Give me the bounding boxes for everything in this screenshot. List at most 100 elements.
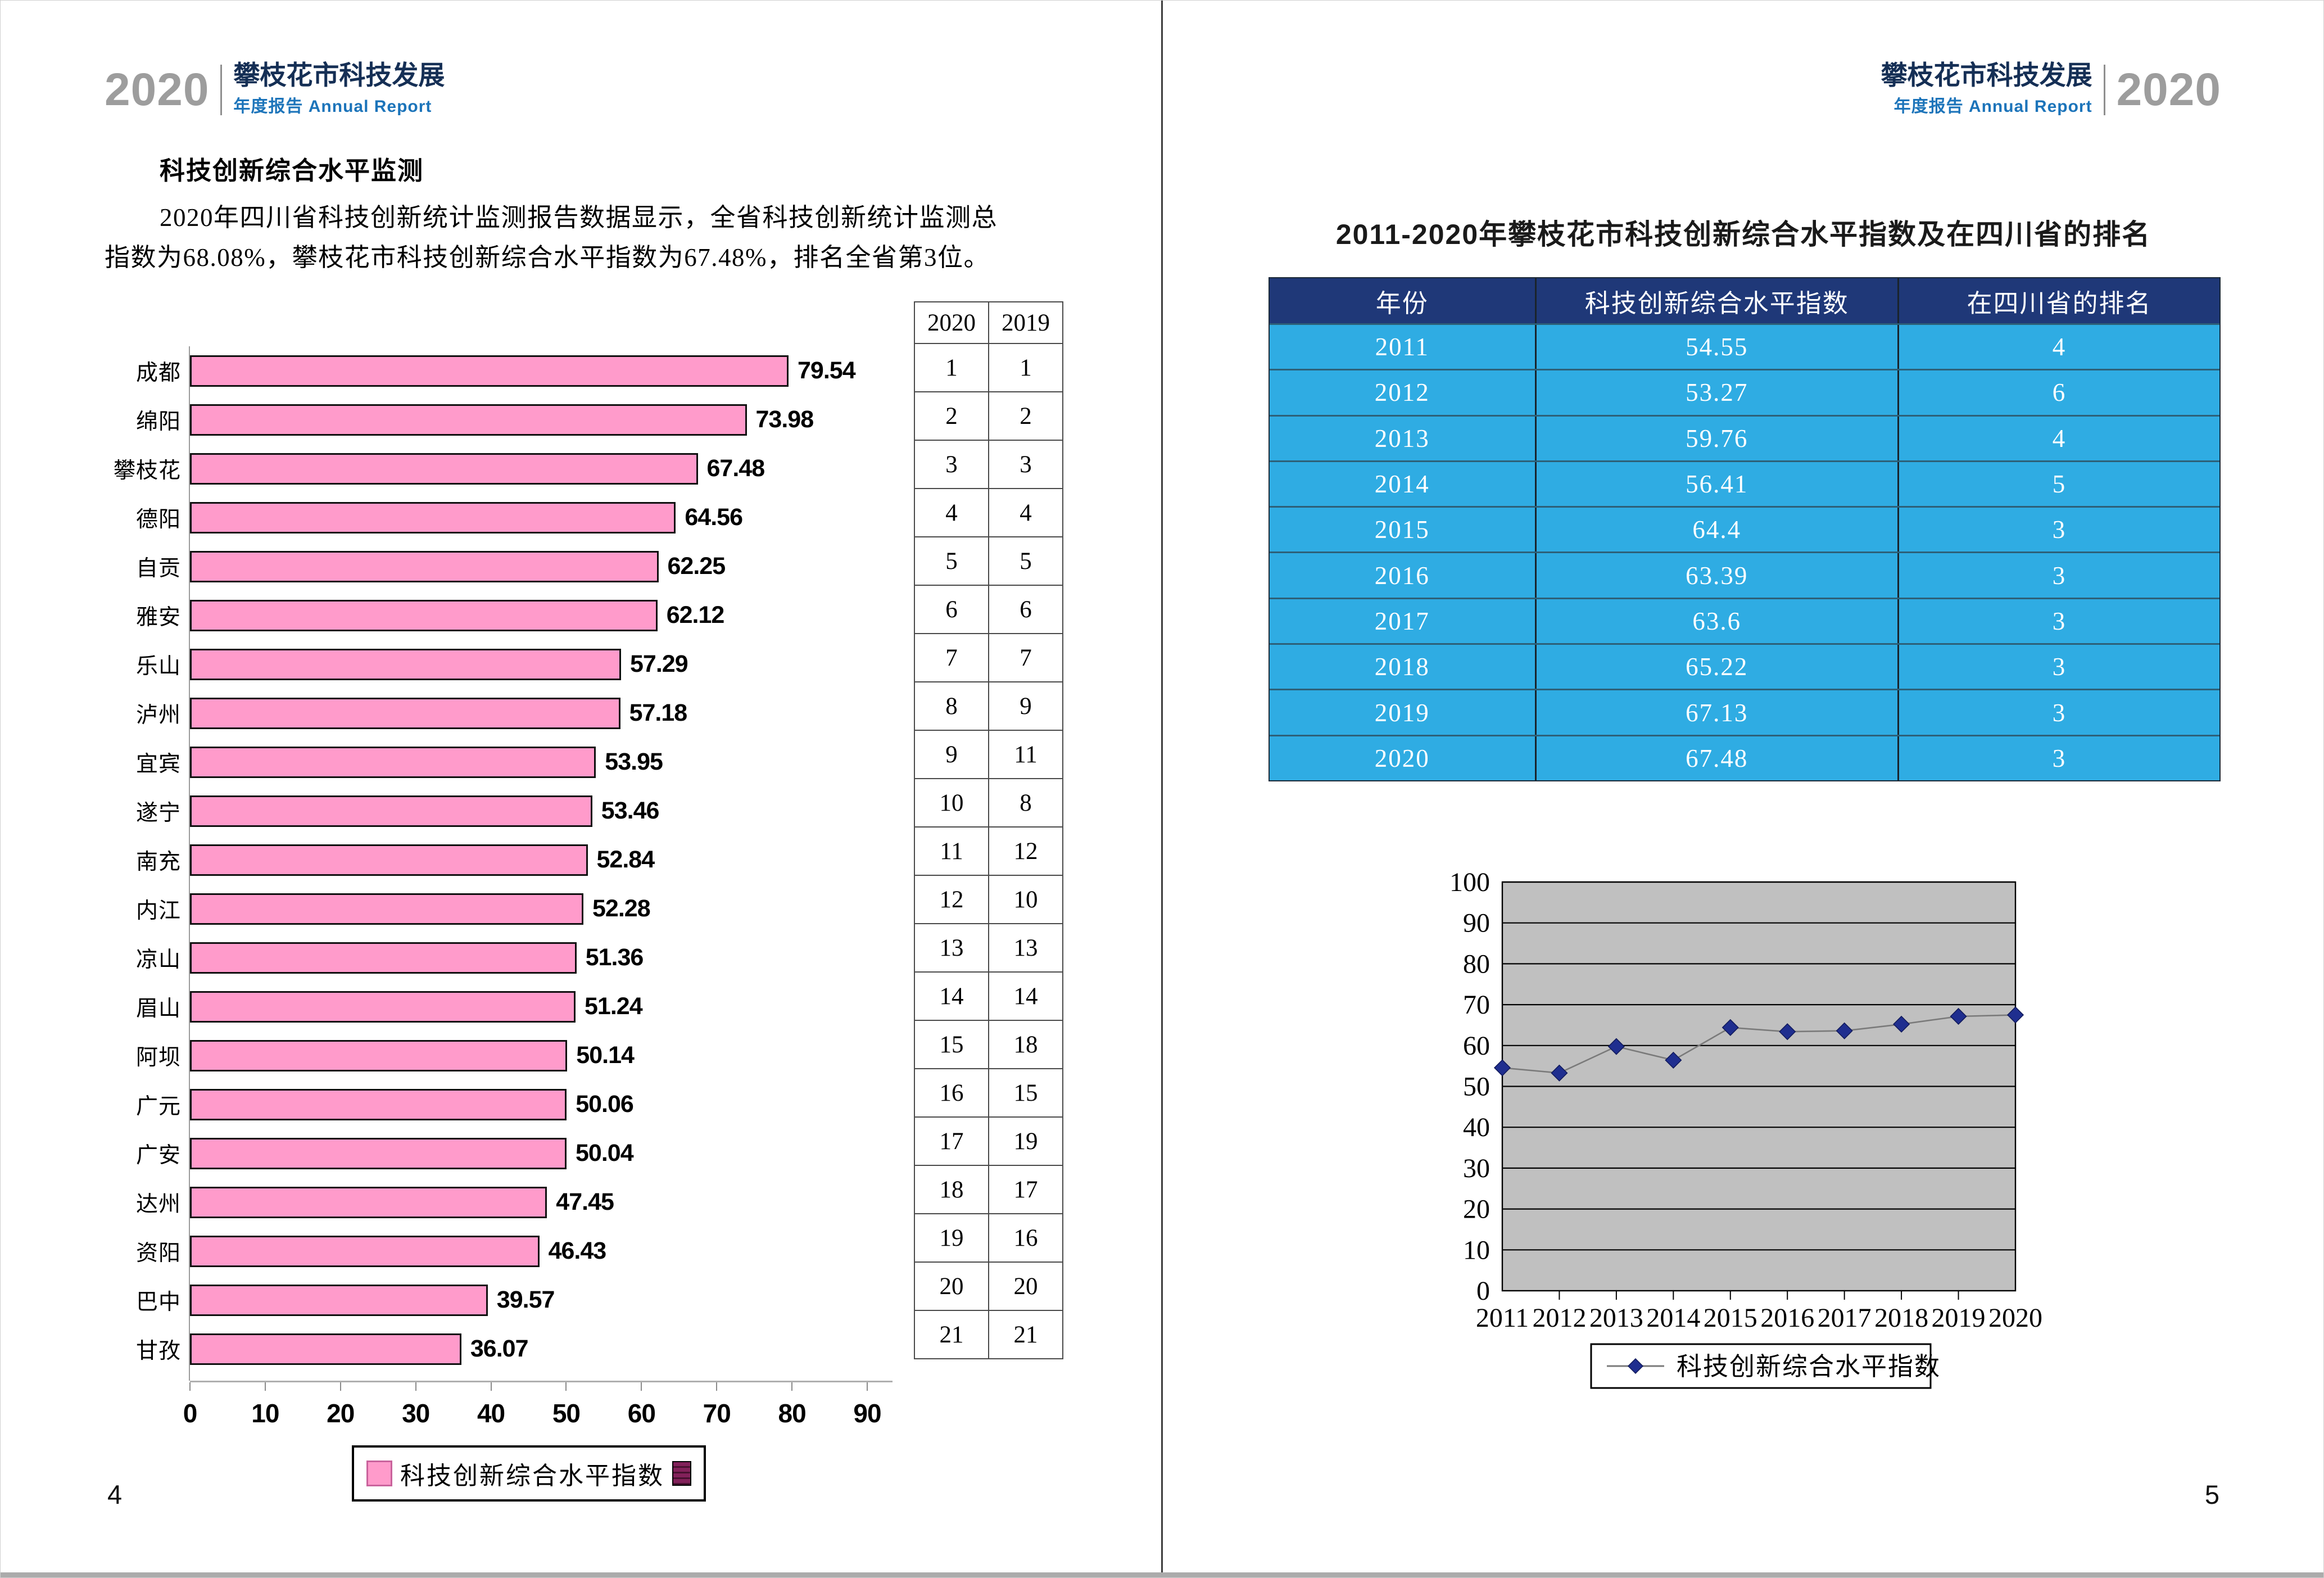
data-table-cell: 2015 — [1374, 516, 1430, 544]
y-axis-tick-label: 70 — [1463, 990, 1490, 1020]
index-ranking-data-table: 年份 科技创新综合水平指数 在四川省的排名 2011 54.55 4 2012 53.27 6 2… — [1269, 277, 2221, 781]
bar-value-label: 50.14 — [576, 1042, 635, 1069]
bar-row: 内江 52.28 — [105, 884, 908, 933]
x-axis-tick-label: 80 — [778, 1399, 807, 1428]
header-year: 2020 — [2116, 64, 2221, 115]
ranking-table-cell: 6 — [988, 585, 1063, 634]
bar-chart-legend: 科技创新综合水平指数 — [352, 1445, 706, 1502]
data-table-cell: 2020 — [1374, 744, 1430, 772]
bar — [190, 1039, 568, 1071]
ranking-table-cell: 10 — [988, 875, 1063, 924]
bar — [190, 1186, 547, 1218]
legend-label: 科技创新综合水平指数 — [400, 1462, 664, 1490]
ranking-table-cell: 14 — [988, 971, 1063, 1021]
diamond-marker — [1836, 1022, 1853, 1039]
data-table-cell: 56.41 — [1534, 462, 1898, 507]
legend-maroon-swatch — [672, 1461, 691, 1486]
bar-category-label: 自贡 — [135, 556, 181, 581]
x-axis-tick-label: 20 — [327, 1399, 355, 1428]
data-table-cell: 2017 — [1374, 607, 1430, 635]
ranking-table-cell: 13 — [988, 923, 1063, 973]
x-axis-tick — [339, 1382, 341, 1391]
x-axis-tick — [264, 1382, 266, 1391]
data-table-row: 2017 63.6 3 — [1270, 597, 2219, 644]
diamond-marker — [1722, 1019, 1739, 1036]
bar — [190, 501, 676, 533]
data-table-cell: 3 — [1897, 553, 2219, 598]
bar-row: 广元 50.06 — [105, 1080, 908, 1129]
x-axis-tick — [641, 1382, 642, 1391]
ranking-table-header-row: 2020 2019 — [914, 301, 1063, 344]
bar-row: 广安 50.04 — [105, 1129, 908, 1178]
bar-chart-y-axis-line — [189, 346, 190, 1381]
diamond-marker — [1950, 1007, 1967, 1025]
ranking-table-cell: 11 — [914, 826, 989, 876]
spread-center-divider — [1161, 1, 1163, 1577]
x-axis-tick-label: 30 — [402, 1399, 430, 1428]
bar-value-label: 47.45 — [556, 1188, 614, 1215]
data-table-cell: 2018 — [1374, 653, 1430, 681]
x-axis-tick-label: 50 — [552, 1399, 581, 1428]
bar-row: 资阳 46.43 — [105, 1227, 908, 1276]
bar-category-label: 广安 — [135, 1143, 181, 1168]
bar — [190, 355, 789, 387]
x-axis-tick-label: 2019 — [1932, 1303, 1986, 1333]
bar-row: 宜宾 53.95 — [105, 738, 908, 786]
ranking-table-cell: 9 — [914, 730, 989, 779]
data-table-cell: 65.22 — [1534, 645, 1898, 689]
bar-category-label: 雅安 — [135, 605, 181, 630]
header-divider — [220, 64, 223, 115]
ranking-table-row: 20 20 — [914, 1262, 1063, 1311]
y-axis-tick-label: 20 — [1463, 1195, 1490, 1224]
header-title: 攀枝花市科技发展 — [1881, 61, 2092, 91]
ranking-table-cell: 20 — [988, 1262, 1063, 1311]
paragraph-line-2: 指数为68.08%，攀枝花市科技创新综合水平指数为67.48%，排名全省第3位。 — [105, 243, 990, 272]
bar-value-label: 67.48 — [706, 455, 765, 482]
bar-category-label: 遂宁 — [135, 801, 181, 825]
bar-row: 甘孜 36.07 — [105, 1324, 908, 1373]
diamond-marker — [1893, 1015, 1910, 1033]
bar-row: 凉山 51.36 — [105, 933, 908, 982]
ranking-table-cell: 15 — [988, 1068, 1063, 1118]
data-table-header-cell: 年份 — [1375, 289, 1429, 318]
x-axis-tick-label: 2018 — [1874, 1303, 1928, 1333]
bar-row: 遂宁 53.46 — [105, 786, 908, 835]
ranking-table-cell: 5 — [914, 536, 989, 586]
x-axis-tick-label: 2017 — [1818, 1303, 1872, 1333]
data-table-cell: 67.13 — [1534, 690, 1898, 735]
header-subtitle: 年度报告 Annual Report — [1893, 97, 2092, 116]
bar — [190, 942, 577, 974]
data-table-cell: 6 — [1897, 370, 2219, 415]
ranking-table-cell: 18 — [988, 1020, 1063, 1069]
bar-chart: 成都 79.54 绵阳 73.98 攀枝花 67.48 德阳 64.56 自贡 62.25 雅安 62… — [105, 346, 908, 1532]
bar-value-label: 53.95 — [605, 748, 663, 775]
x-axis-tick-label: 2012 — [1532, 1303, 1586, 1333]
bar — [190, 1235, 540, 1267]
bar-category-label: 眉山 — [135, 996, 181, 1021]
bar-category-label: 甘孜 — [135, 1339, 181, 1363]
ranking-table-cell: 2 — [914, 391, 989, 441]
x-axis-tick — [490, 1382, 492, 1391]
x-axis-tick-label: 70 — [703, 1399, 731, 1428]
series-line — [1502, 1014, 2016, 1074]
ranking-table-cell: 3 — [914, 440, 989, 489]
ranking-table-cell: 7 — [988, 633, 1063, 682]
ranking-table-row: 16 15 — [914, 1068, 1063, 1118]
data-table-cell: 2013 — [1374, 424, 1430, 453]
x-axis-tick-label: 2013 — [1589, 1303, 1643, 1333]
bar-category-label: 内江 — [135, 898, 181, 923]
x-axis-tick-label: 2016 — [1760, 1303, 1814, 1333]
bar — [190, 746, 596, 778]
bar-chart-rows: 成都 79.54 绵阳 73.98 攀枝花 67.48 德阳 64.56 自贡 62.25 雅安 62… — [105, 346, 908, 1373]
bar-chart-x-axis: 0 10 20 30 40 50 60 70 80 90 — [183, 1381, 893, 1455]
bar-value-label: 62.25 — [667, 553, 726, 580]
bar-value-label: 50.06 — [576, 1091, 634, 1118]
data-table-cell: 2016 — [1374, 561, 1430, 590]
